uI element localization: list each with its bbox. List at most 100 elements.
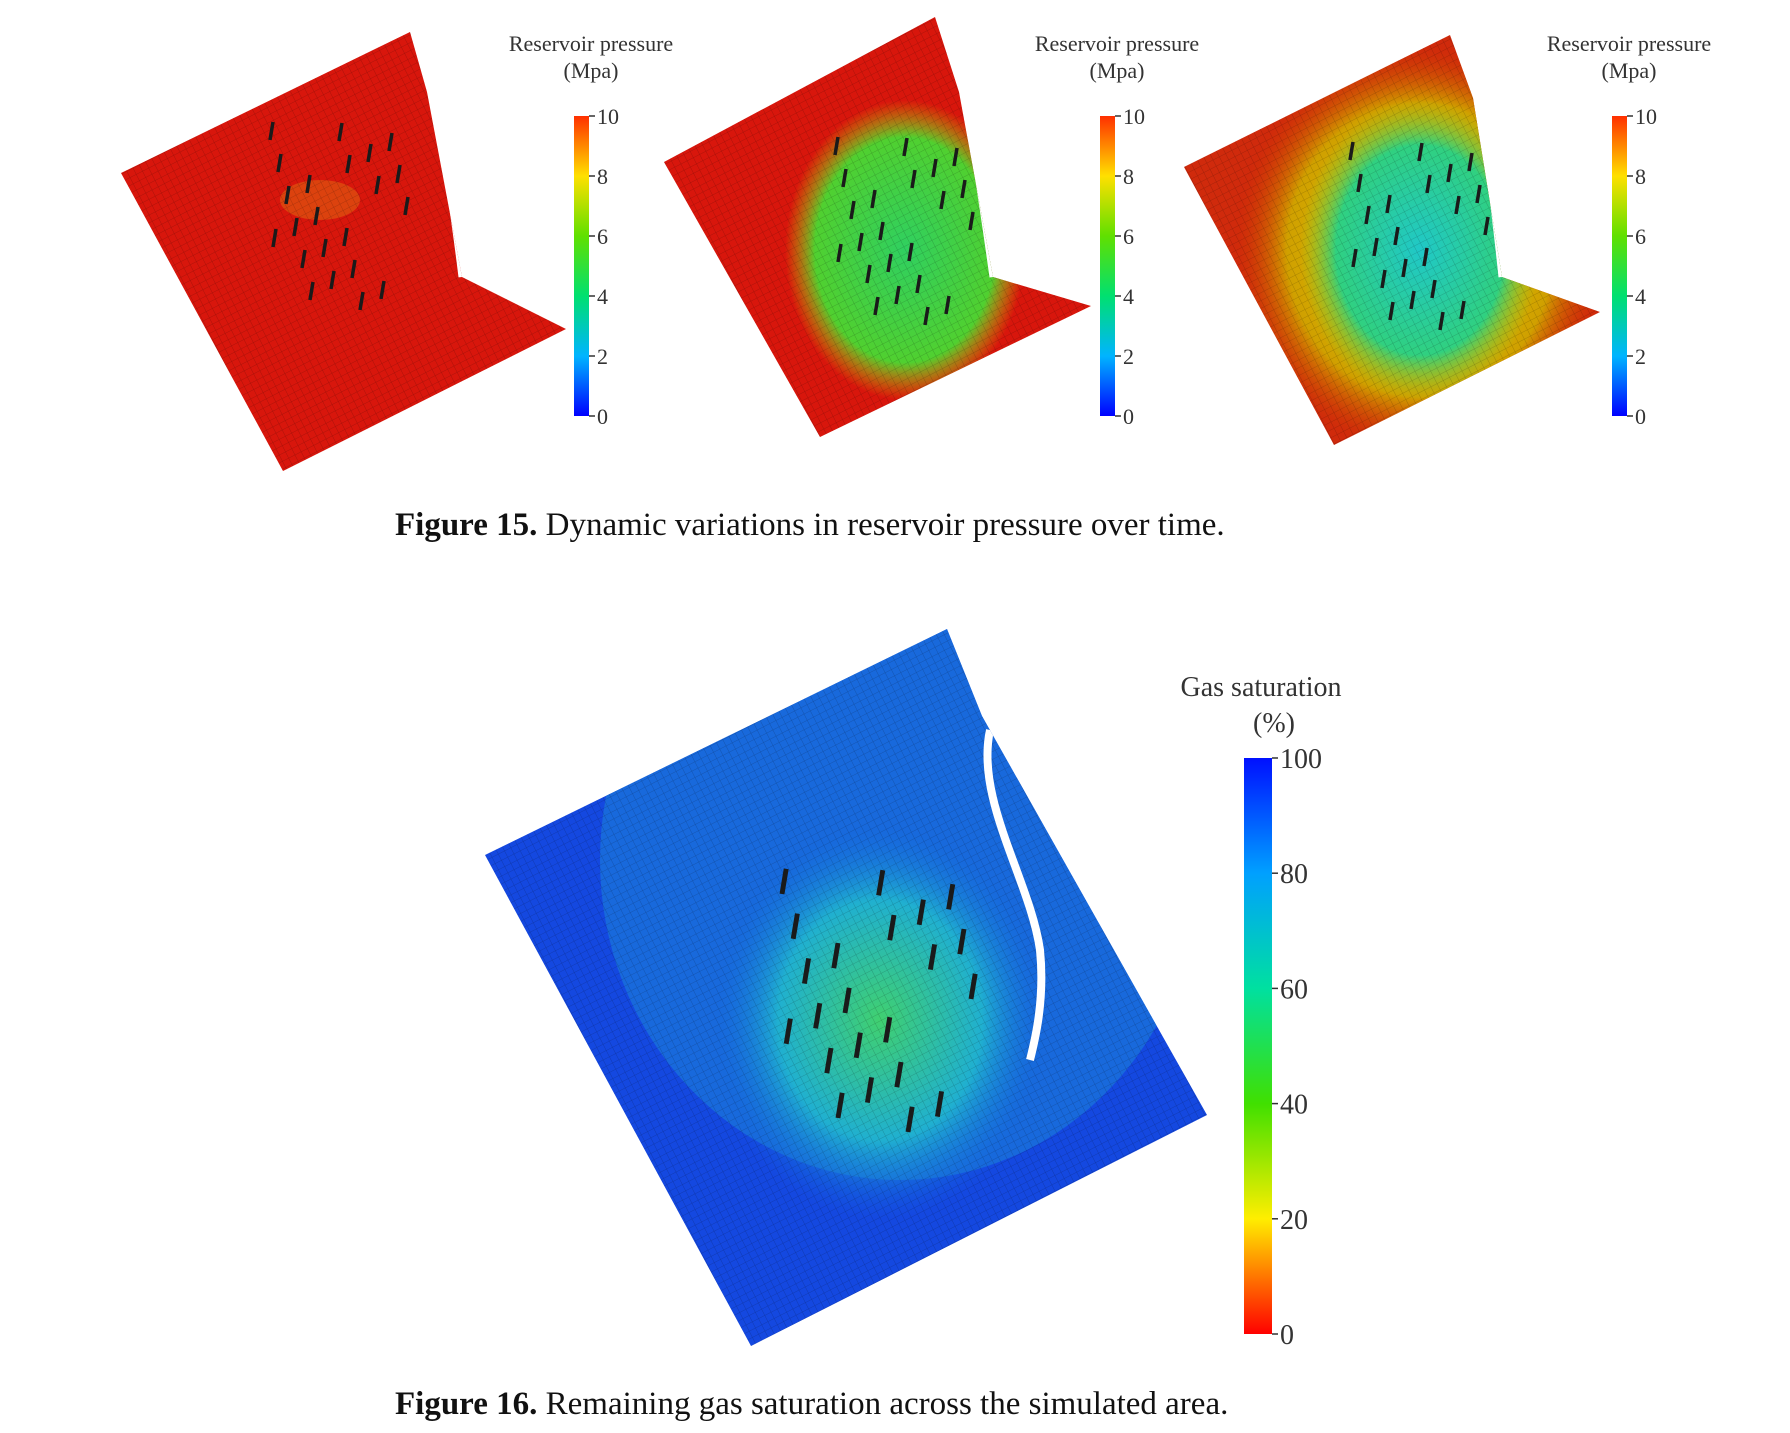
colorbar-tick-label: 4 xyxy=(1123,284,1134,309)
well xyxy=(876,869,886,896)
well xyxy=(824,1047,834,1074)
well xyxy=(1348,141,1355,161)
well xyxy=(916,899,926,926)
well xyxy=(1422,247,1429,267)
well xyxy=(915,274,922,294)
well xyxy=(1425,174,1432,194)
well xyxy=(927,943,938,971)
colorbar-tick-label: 0 xyxy=(1123,404,1134,429)
well xyxy=(841,168,848,188)
well xyxy=(271,228,278,248)
colorbar-tick-label: 0 xyxy=(1280,1320,1294,1351)
well xyxy=(1454,195,1461,215)
well xyxy=(1388,301,1395,321)
well xyxy=(957,928,967,955)
well xyxy=(379,280,386,300)
well xyxy=(387,132,394,152)
well xyxy=(1438,311,1445,331)
well xyxy=(878,221,885,241)
colorbar-tick-label: 2 xyxy=(1635,344,1646,369)
well xyxy=(350,259,357,279)
well xyxy=(1385,194,1392,214)
well xyxy=(960,179,967,199)
colorbar-tick-label: 8 xyxy=(597,164,608,189)
well xyxy=(790,913,800,940)
colorbar-tick-label: 10 xyxy=(1635,104,1657,129)
well xyxy=(801,957,812,985)
well xyxy=(1475,184,1482,204)
well xyxy=(887,914,897,941)
colorbar-unit: (Mpa) xyxy=(1602,58,1657,83)
well xyxy=(1372,237,1379,257)
well xyxy=(842,987,852,1014)
colorbar-tick-label: 6 xyxy=(597,224,608,249)
well xyxy=(374,175,381,195)
well xyxy=(939,190,946,210)
well xyxy=(1409,290,1416,310)
colorbar-title: Gas saturation xyxy=(1181,672,1342,703)
well xyxy=(870,189,877,209)
colorbar-tick-label: 60 xyxy=(1280,974,1308,1005)
well xyxy=(358,291,365,311)
caption-space xyxy=(537,1386,545,1422)
well xyxy=(883,1016,893,1043)
well xyxy=(968,211,975,231)
well xyxy=(366,143,373,163)
well xyxy=(907,242,914,262)
well xyxy=(292,217,299,237)
colorbar-tick-label: 4 xyxy=(1635,284,1646,309)
well xyxy=(313,206,320,226)
well xyxy=(833,136,840,156)
well xyxy=(403,196,410,216)
colorbar xyxy=(1244,758,1272,1334)
colorbar-title: Reservoir pressure xyxy=(509,31,673,56)
well xyxy=(853,1032,863,1059)
well xyxy=(894,1061,904,1088)
colorbar-title: Reservoir pressure xyxy=(1035,31,1199,56)
well xyxy=(1417,142,1424,162)
well xyxy=(894,285,901,305)
well xyxy=(1393,226,1400,246)
well xyxy=(321,238,328,258)
caption-label: Figure 16. xyxy=(395,1386,537,1422)
well xyxy=(813,1002,823,1029)
well xyxy=(1430,279,1437,299)
wells xyxy=(268,121,1490,1133)
map-gas-saturation xyxy=(485,629,1207,1346)
well xyxy=(864,1076,875,1104)
well xyxy=(886,253,893,273)
well xyxy=(946,883,956,910)
colorbar-tick-label: 20 xyxy=(1280,1205,1308,1236)
colorbar-unit: (%) xyxy=(1253,708,1295,739)
well xyxy=(857,232,864,252)
well xyxy=(968,973,978,1000)
caption-text: Dynamic variations in reservoir pressure… xyxy=(546,507,1225,543)
well xyxy=(276,153,283,173)
well xyxy=(923,306,930,326)
well xyxy=(836,243,843,263)
colorbar-tick-label: 80 xyxy=(1280,859,1308,890)
colorbar-tick-label: 40 xyxy=(1280,1090,1308,1121)
well xyxy=(337,122,344,142)
caption-text: Remaining gas saturation across the simu… xyxy=(546,1386,1229,1422)
map-panel-3 xyxy=(1184,35,1600,445)
well xyxy=(1483,216,1490,236)
well xyxy=(329,270,336,290)
colorbar-tick-label: 2 xyxy=(1123,344,1134,369)
well xyxy=(905,1106,915,1133)
well xyxy=(1446,163,1453,183)
colorbar-tick-label: 0 xyxy=(597,404,608,429)
well xyxy=(395,164,402,184)
well xyxy=(1351,248,1358,268)
well xyxy=(1467,152,1474,172)
well xyxy=(835,1092,845,1119)
colorbar-tick-label: 100 xyxy=(1280,744,1322,775)
well xyxy=(849,200,856,220)
well xyxy=(902,137,909,157)
well xyxy=(284,185,291,205)
well xyxy=(300,249,307,269)
caption-label: Figure 15. xyxy=(395,507,537,543)
well xyxy=(865,264,872,284)
colorbar-tick-label: 10 xyxy=(1123,104,1145,129)
